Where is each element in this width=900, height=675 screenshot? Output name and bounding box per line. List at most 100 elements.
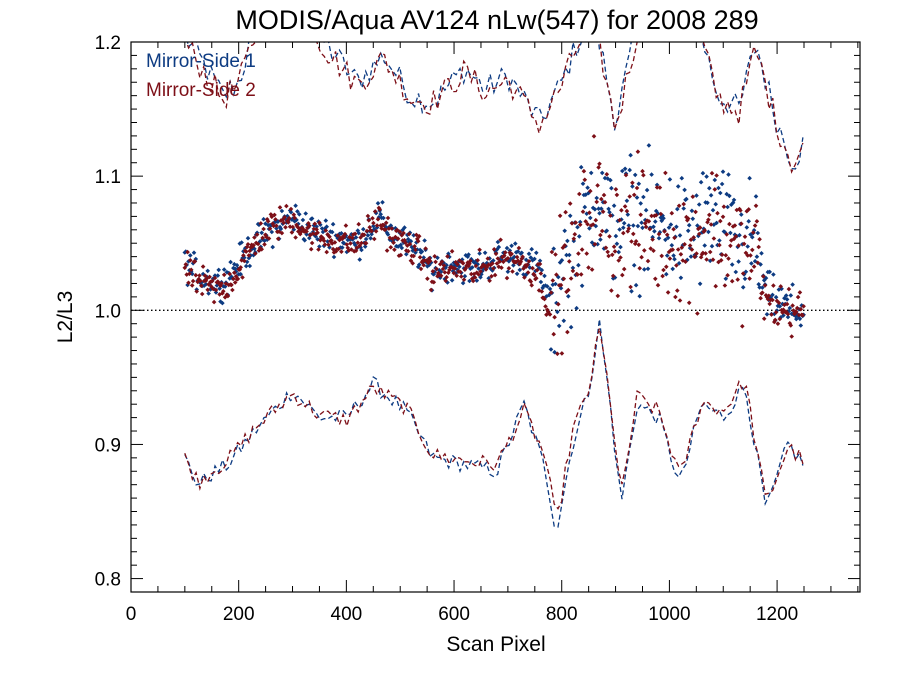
series-1-point — [505, 269, 511, 274]
series-2-point — [717, 242, 722, 248]
series-2-point — [239, 258, 244, 263]
series-1-point — [587, 226, 592, 231]
series-1-point — [302, 238, 307, 243]
series-2-point — [706, 217, 711, 222]
series-2-point — [665, 290, 671, 295]
series-1-point — [559, 258, 565, 263]
series-2-point — [289, 230, 295, 235]
series-2-point — [493, 251, 499, 257]
series-1-point — [596, 206, 601, 211]
series-2-point — [474, 270, 480, 275]
series-2-point — [352, 231, 358, 237]
series-1-point — [763, 275, 769, 281]
series-2-point — [538, 271, 544, 276]
series-2-point — [491, 247, 497, 252]
series-1-point — [770, 292, 775, 298]
series-2-point — [733, 234, 739, 239]
series-1-point — [515, 249, 521, 254]
series-2-point — [282, 215, 287, 220]
series-2-point — [199, 283, 204, 289]
series-2-point — [450, 265, 456, 271]
series-1-point — [216, 267, 221, 273]
series-1-point — [441, 260, 447, 266]
series-1-point — [668, 222, 674, 227]
series-1-point — [661, 216, 666, 221]
series-2-point — [594, 199, 599, 205]
series-1-point — [352, 242, 358, 248]
series-2-point — [435, 273, 440, 279]
series-1-point — [270, 244, 275, 250]
series-1-point — [637, 293, 642, 299]
series-2-point — [496, 264, 502, 270]
series-2-point — [381, 222, 386, 228]
series-2-point — [703, 251, 708, 256]
series-2-point — [628, 284, 633, 290]
y-tick-label: 1.1 — [95, 167, 121, 188]
series-1-point — [314, 224, 319, 229]
series-1-point — [446, 251, 451, 256]
series-2-point — [600, 209, 606, 214]
series-2-point — [775, 321, 781, 326]
series-2-point — [278, 218, 284, 223]
series-2-point — [675, 247, 681, 252]
series-2-point — [237, 267, 243, 272]
series-2-point — [603, 245, 609, 251]
series-2-point — [221, 272, 227, 278]
series-2-point — [539, 289, 545, 294]
series-1-point — [438, 269, 444, 275]
series-1-point — [263, 221, 268, 226]
series-1-point — [697, 281, 703, 287]
series-2-point — [692, 254, 697, 260]
series-2-point — [371, 220, 376, 226]
series-1-point — [356, 230, 361, 236]
series-2-point — [634, 185, 640, 191]
series-1-point — [261, 216, 266, 222]
series-2-point — [416, 233, 422, 239]
series-2-point — [189, 283, 195, 288]
series-1-point — [468, 266, 473, 271]
y-tick-label: 1.2 — [95, 33, 121, 54]
series-2-point — [392, 247, 397, 252]
series-2-point — [702, 228, 707, 233]
series-2-point — [774, 298, 780, 304]
series-2-point — [404, 248, 409, 253]
series-2-point — [443, 278, 448, 284]
series-1-point — [413, 250, 418, 255]
series-2-point — [266, 236, 272, 241]
series-2-point — [728, 243, 733, 249]
series-2-point — [224, 292, 230, 297]
series-2-point — [455, 262, 460, 267]
series-1-point — [716, 185, 721, 191]
series-2-point — [260, 235, 265, 241]
series-2-point — [534, 275, 539, 281]
series-2-point — [315, 230, 320, 235]
series-2-point — [694, 251, 699, 256]
series-1-point — [504, 245, 510, 251]
series-1-point — [771, 272, 776, 277]
series-1-point — [719, 181, 725, 187]
series-2-point — [536, 288, 542, 293]
series-2-point — [622, 204, 628, 209]
series-2-point — [636, 242, 642, 248]
series-2-point — [627, 194, 632, 199]
series-2-point — [591, 134, 597, 139]
series-1-point — [566, 294, 571, 299]
series-2-point — [469, 271, 474, 277]
series-2-point — [716, 259, 721, 265]
series-2-point — [473, 263, 479, 269]
series-2-point — [342, 231, 348, 237]
series-1-point — [643, 207, 649, 213]
series-2-point — [245, 242, 251, 247]
series-1-point — [409, 244, 415, 250]
series-1-point — [318, 222, 323, 227]
series-1-upper-line — [186, 42, 804, 170]
series-2-point — [723, 253, 729, 258]
series-2-point — [391, 240, 396, 245]
series-1-point — [667, 177, 673, 182]
series-2-point — [595, 183, 600, 188]
series-1-point — [585, 185, 590, 190]
series-1-point — [231, 265, 236, 271]
series-1-point — [624, 198, 630, 204]
series-2-point — [356, 221, 361, 227]
series-1-point — [547, 286, 553, 292]
